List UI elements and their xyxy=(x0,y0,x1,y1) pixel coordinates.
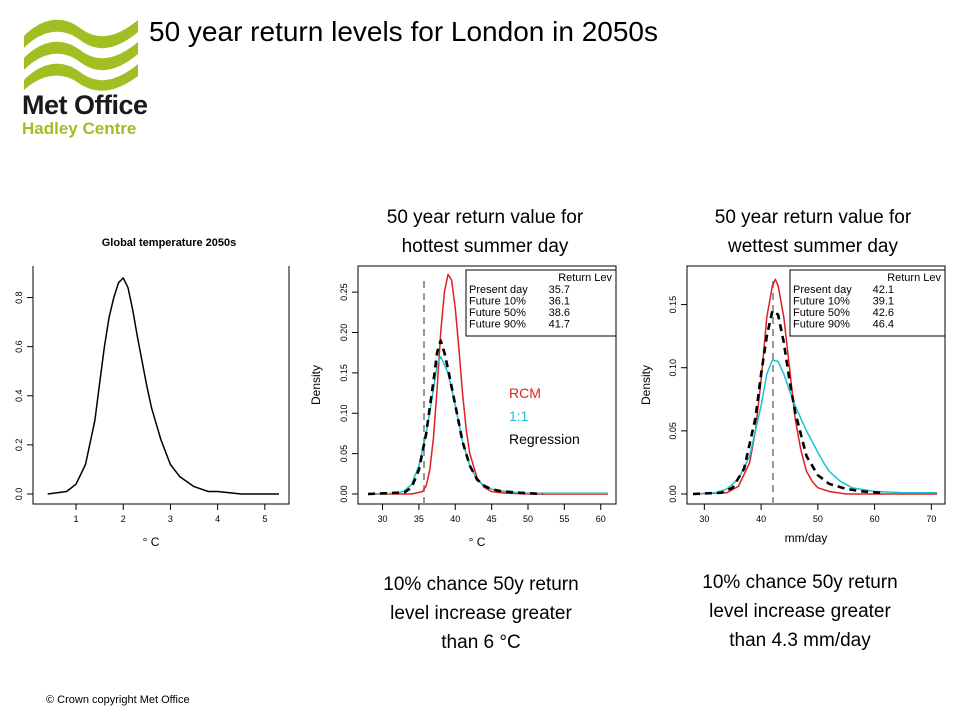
wet-x-tick-label: 60 xyxy=(870,514,880,524)
hot-x-axis-label: ° C xyxy=(469,535,486,549)
wet-note-line2: level increase greater xyxy=(709,601,891,622)
wet-return-table-value: 42.6 xyxy=(873,307,894,319)
hot-return-table-label: Present day xyxy=(469,284,528,296)
wet-return-table-label: Future 50% xyxy=(793,307,850,319)
wet-return-table-label: Future 90% xyxy=(793,319,850,331)
hot-y-tick-label: 0.05 xyxy=(339,445,349,463)
wet-return-table-value: 42.1 xyxy=(873,284,894,296)
hot-panel-note: 10% chance 50y return level increase gre… xyxy=(331,570,631,657)
copyright-text: © Crown copyright Met Office xyxy=(46,694,190,706)
hot-title-line1: 50 year return value for xyxy=(386,207,584,228)
hot-y-tick-label: 0.15 xyxy=(339,364,349,382)
wet-return-table xyxy=(789,269,946,337)
hot-plot-frame xyxy=(357,265,617,505)
hot-note-line3: than 6 °C xyxy=(441,632,521,653)
hot-note-line2: level increase greater xyxy=(390,603,572,624)
wet-x-axis-label: mm/day xyxy=(785,531,828,545)
wet-y-axis-label: Density xyxy=(639,365,653,405)
hot-return-table-value: 41.7 xyxy=(549,319,570,331)
global-x-tick-label: 5 xyxy=(262,514,267,524)
wet-y-tick-label: 0.00 xyxy=(668,485,678,503)
page-title: 50 year return levels for London in 2050… xyxy=(149,16,658,47)
wet-y-tick-label: 0.05 xyxy=(668,422,678,440)
hot-return-table-label: Future 10% xyxy=(469,296,526,308)
global-plot-frame xyxy=(32,266,290,505)
global-x-axis-label: ° C xyxy=(143,535,160,549)
hot-y-tick-label: 0.10 xyxy=(339,404,349,422)
wet-series-regression xyxy=(692,309,881,496)
wet-plot-frame xyxy=(686,265,946,505)
global-y-tick-label: 0.4 xyxy=(14,390,24,403)
hot-x-tick-label: 55 xyxy=(559,514,569,524)
wet-return-table-label: Future 10% xyxy=(793,296,850,308)
wet-series-1-1 xyxy=(692,359,937,495)
hot-series-rcm xyxy=(368,273,608,495)
wet-title-line1: 50 year return value for xyxy=(714,207,912,228)
wet-y-tick-label: 0.10 xyxy=(668,359,678,377)
hot-series-regression xyxy=(367,339,543,496)
hot-return-table-value: 36.1 xyxy=(549,296,570,308)
wet-note-line1: 10% chance 50y return xyxy=(702,572,898,593)
wet-return-table-value: 46.4 xyxy=(873,319,894,331)
hot-series-1-1 xyxy=(367,355,608,495)
hot-return-table-value: 38.6 xyxy=(549,307,570,319)
wet-x-tick-label: 70 xyxy=(926,514,936,524)
wet-return-table-value: 39.1 xyxy=(873,296,894,308)
wet-y-tick-label: 0.15 xyxy=(668,296,678,314)
wet-x-tick-label: 50 xyxy=(813,514,823,524)
global-series-line xyxy=(47,277,279,495)
wet-panel-title: 50 year return value for wettest summer … xyxy=(663,203,960,261)
hot-y-axis-label: Density xyxy=(309,365,323,405)
logo-met-office-text: Met Office xyxy=(22,90,148,120)
hot-legend-item: 1:1 xyxy=(509,408,529,424)
hot-x-tick-label: 50 xyxy=(523,514,533,524)
met-office-logo-waves xyxy=(24,19,138,91)
hot-return-table-label: Future 90% xyxy=(469,319,526,331)
logo-hadley-centre-text: Hadley Centre xyxy=(22,119,137,138)
hot-title-line2: hottest summer day xyxy=(401,236,569,257)
wet-title-line2: wettest summer day xyxy=(728,236,898,257)
global-y-tick-label: 0.2 xyxy=(14,439,24,452)
wet-x-tick-label: 40 xyxy=(756,514,766,524)
wet-return-table-header: Return Lev xyxy=(887,272,941,284)
global-x-tick-label: 1 xyxy=(74,514,79,524)
hot-x-tick-label: 60 xyxy=(596,514,606,524)
global-x-tick-label: 2 xyxy=(121,514,126,524)
hot-y-tick-label: 0.20 xyxy=(339,324,349,342)
global-x-tick-label: 4 xyxy=(215,514,220,524)
global-y-tick-label: 0.8 xyxy=(14,291,24,304)
global-y-tick-label: 0.0 xyxy=(14,488,24,501)
wet-panel-note: 10% chance 50y return level increase gre… xyxy=(650,568,950,655)
global-x-tick-label: 3 xyxy=(168,514,173,524)
wet-return-table-label: Present day xyxy=(793,284,852,296)
hot-legend-item: Regression xyxy=(509,431,580,447)
hot-x-tick-label: 30 xyxy=(378,514,388,524)
wet-x-tick-label: 30 xyxy=(699,514,709,524)
hot-y-tick-label: 0.00 xyxy=(339,485,349,503)
hot-note-line1: 10% chance 50y return xyxy=(383,574,579,595)
hot-return-table xyxy=(465,269,617,337)
hot-y-tick-label: 0.25 xyxy=(339,283,349,301)
wet-note-line3: than 4.3 mm/day xyxy=(729,630,871,651)
hot-x-tick-label: 45 xyxy=(487,514,497,524)
hot-panel-title: 50 year return value for hottest summer … xyxy=(335,203,635,261)
hot-return-table-header: Return Lev xyxy=(558,272,612,284)
hot-x-tick-label: 35 xyxy=(414,514,424,524)
hot-legend-item: RCM xyxy=(509,385,541,401)
hot-x-tick-label: 40 xyxy=(450,514,460,524)
hot-return-table-value: 35.7 xyxy=(549,284,570,296)
hot-return-table-label: Future 50% xyxy=(469,307,526,319)
global-y-tick-label: 0.6 xyxy=(14,340,24,353)
wet-series-rcm xyxy=(692,278,937,495)
global-chart-title: Global temperature 2050s xyxy=(102,237,237,249)
